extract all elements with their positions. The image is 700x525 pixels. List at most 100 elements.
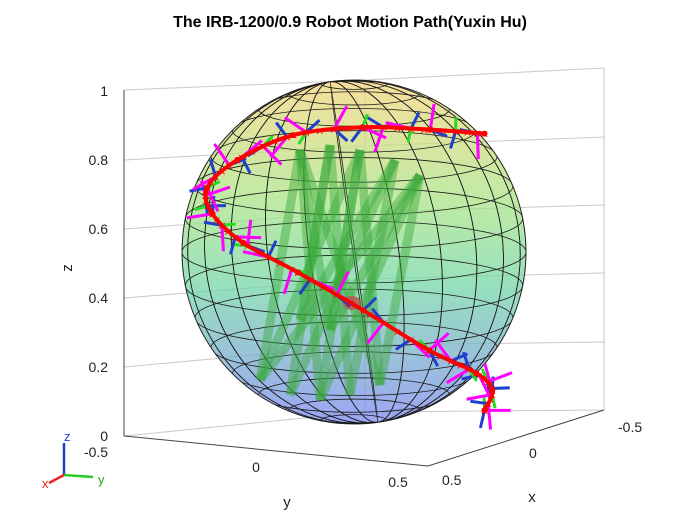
path-waypoint bbox=[294, 269, 301, 276]
path-point: × bbox=[393, 122, 402, 135]
path-waypoint bbox=[427, 126, 434, 133]
frame-axis-a bbox=[475, 132, 480, 160]
y-axis-line bbox=[123, 435, 429, 467]
path-point: × bbox=[379, 121, 388, 134]
path-waypoint bbox=[426, 347, 433, 354]
frame-axis-b bbox=[350, 126, 364, 143]
frame-axis-a bbox=[428, 331, 450, 352]
z-tick-label: 1 bbox=[100, 83, 108, 99]
path-point: × bbox=[475, 369, 484, 382]
latitude-line bbox=[182, 220, 526, 284]
path-point: × bbox=[282, 131, 291, 144]
orientation-triad: z y x bbox=[42, 429, 105, 491]
path-point: × bbox=[344, 122, 353, 135]
back-edge-top bbox=[123, 79, 366, 91]
frame-axis-a bbox=[186, 212, 213, 220]
y-ticks: -0.5 0 0.5 bbox=[84, 444, 408, 490]
triad-x-label: x bbox=[42, 476, 49, 491]
robot-link-band bbox=[315, 149, 365, 401]
path-point: × bbox=[463, 126, 472, 139]
x-axis-label: x bbox=[528, 489, 536, 506]
x-tick-label: 0.5 bbox=[442, 472, 462, 488]
path-point: × bbox=[446, 355, 455, 368]
path-point: × bbox=[406, 123, 415, 136]
path-point: × bbox=[365, 121, 374, 134]
robot-link-band bbox=[295, 149, 325, 401]
x-tick-label: 0 bbox=[529, 445, 537, 461]
robot-link-band bbox=[285, 158, 400, 397]
frame-axis-a bbox=[487, 371, 513, 384]
path-waypoint bbox=[234, 156, 241, 163]
robot-link-band bbox=[296, 157, 399, 323]
motion-path: ×××××××××××××××××××××××××××××××××××××× × ×… bbox=[201, 121, 497, 417]
path-point: × bbox=[223, 225, 232, 238]
path-line bbox=[203, 125, 495, 412]
frame-axis-a bbox=[220, 225, 225, 252]
triad-z-label: z bbox=[64, 429, 71, 444]
path-point: × bbox=[456, 359, 465, 372]
robot-link-band bbox=[375, 174, 425, 386]
frame-axis-a bbox=[428, 103, 436, 130]
path-point: × bbox=[237, 151, 246, 164]
path-point: × bbox=[287, 263, 296, 276]
path-point: × bbox=[473, 127, 482, 140]
path-point: × bbox=[201, 195, 210, 208]
frame-axis-c bbox=[406, 128, 413, 143]
path-point: × bbox=[488, 389, 497, 402]
frame-axis-b bbox=[491, 386, 510, 391]
y-axis-label: y bbox=[283, 494, 291, 511]
frame-axis-a bbox=[283, 116, 308, 134]
path-point: × bbox=[365, 308, 374, 321]
path-point: × bbox=[264, 251, 273, 264]
path-point: × bbox=[419, 123, 428, 136]
y-tick-label: 0 bbox=[252, 459, 260, 475]
path-point: × bbox=[436, 350, 445, 363]
path-point: × bbox=[253, 245, 262, 258]
path-waypoint bbox=[360, 307, 367, 314]
y-tick-label: -0.5 bbox=[84, 444, 108, 460]
path-point: × bbox=[486, 393, 495, 406]
robot-link-band bbox=[315, 173, 425, 402]
chart-title: The IRB-1200/0.9 Robot Motion Path(Yuxin… bbox=[173, 14, 527, 31]
path-waypoint bbox=[209, 210, 216, 217]
path-point: × bbox=[315, 124, 324, 137]
path-point: × bbox=[217, 219, 226, 232]
path-point: × bbox=[201, 190, 210, 203]
frame-axis-a bbox=[246, 219, 253, 246]
path-point: × bbox=[203, 200, 212, 213]
workspace-sphere bbox=[181, 79, 527, 425]
path-waypoint bbox=[204, 184, 211, 191]
path-point: × bbox=[212, 213, 221, 226]
z-axis-label: z bbox=[59, 264, 76, 272]
path-point: × bbox=[270, 135, 279, 148]
path-point: × bbox=[483, 376, 492, 389]
path-point: × bbox=[206, 176, 215, 189]
frame-axis-b bbox=[208, 158, 217, 177]
path-point: × bbox=[406, 334, 415, 347]
y-tick-label: 0.5 bbox=[388, 474, 408, 490]
frame-axis-b bbox=[409, 111, 421, 130]
robot-link-band bbox=[256, 172, 424, 383]
z-tick-label: 0.6 bbox=[89, 221, 109, 237]
path-waypoint bbox=[481, 407, 488, 414]
frame-axis-b bbox=[298, 278, 312, 295]
path-point: × bbox=[464, 363, 473, 376]
z-tick-label: 0.4 bbox=[89, 290, 109, 306]
back-edge-top-right bbox=[364, 67, 605, 81]
path-point: × bbox=[319, 281, 328, 294]
triad-y-label: y bbox=[98, 472, 105, 487]
path-point: × bbox=[217, 165, 226, 178]
path-point: × bbox=[419, 341, 428, 354]
path-point: × bbox=[330, 123, 339, 136]
frame-axis-a bbox=[373, 126, 385, 153]
path-point: × bbox=[202, 184, 211, 197]
robot-link-band bbox=[325, 149, 365, 331]
path-point: × bbox=[438, 124, 447, 137]
robot-link-band bbox=[325, 144, 355, 396]
path-point: × bbox=[275, 257, 284, 270]
robot-links bbox=[255, 144, 425, 402]
path-point: × bbox=[484, 398, 493, 411]
frame-axis-a bbox=[213, 143, 231, 167]
frame-axis-a bbox=[486, 403, 493, 430]
path-waypoint bbox=[489, 387, 496, 394]
